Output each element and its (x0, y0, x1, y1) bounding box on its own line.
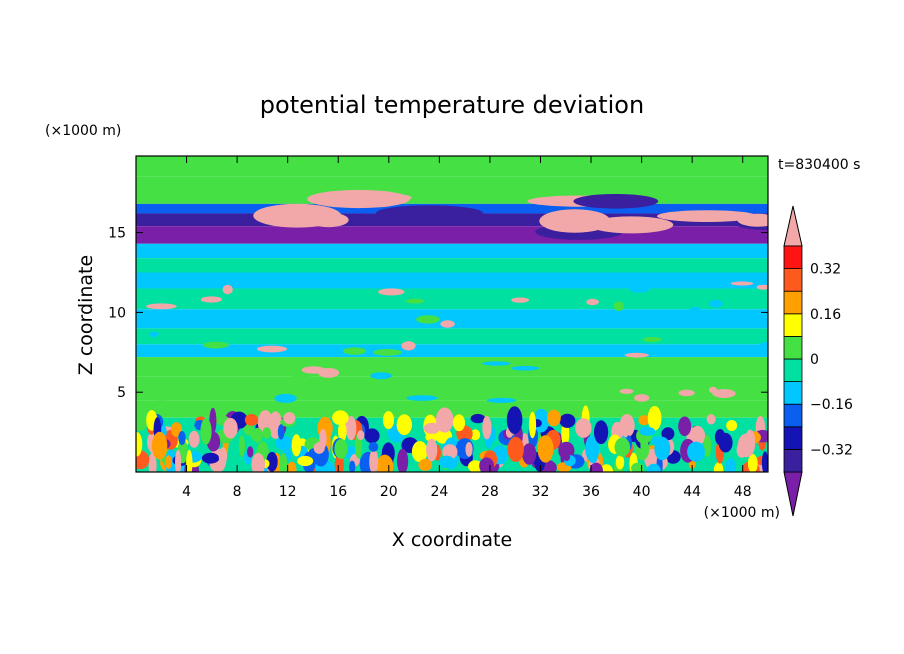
field-layer-band (136, 288, 768, 310)
x-tick-label: 32 (532, 484, 550, 500)
colorbar-extend-high (783, 205, 803, 247)
colorbar-swatch (783, 335, 803, 360)
colorbar-swatch (783, 403, 803, 428)
colorbar-tick-label: −0.16 (810, 397, 853, 413)
colorbar-swatch (783, 313, 803, 337)
x-tick-label: 8 (233, 484, 242, 500)
colorbar-swatch (783, 448, 803, 473)
z-tick-label: 10 (108, 305, 126, 321)
x-tick-label: 16 (329, 484, 347, 500)
x-tick-label: 24 (430, 484, 448, 500)
field-layer-band (136, 309, 768, 329)
colorbar: 0.32 0.16 0 −0.16 −0.32 (783, 205, 853, 517)
colorbar-swatch (783, 290, 803, 315)
colorbar-tick-label: 0.16 (810, 307, 841, 323)
field-layer-band (136, 272, 768, 289)
z-tick-label: 5 (117, 385, 126, 401)
x-tick-label: 28 (481, 484, 499, 500)
field-layer-band (136, 344, 768, 358)
x-tick-label: 12 (279, 484, 297, 500)
x-tick-label: 20 (380, 484, 398, 500)
z-tick-label: 15 (108, 226, 126, 242)
colorbar-tick-label: −0.32 (810, 442, 853, 458)
field-layer-band (136, 156, 768, 177)
x-tick-label: 4 (182, 484, 191, 500)
colorbar-swatch (783, 381, 803, 405)
temperature-field (136, 156, 768, 472)
x-tick-label: 36 (582, 484, 600, 500)
colorbar-tick-label: 0.32 (810, 262, 841, 278)
field-layer-band (136, 226, 768, 244)
x-tick-label: 40 (633, 484, 651, 500)
x-axis-ticks: 4 8 12 16 20 24 28 32 36 40 44 48 (182, 156, 752, 500)
plot-frame (135, 155, 769, 473)
colorbar-swatch (783, 358, 803, 383)
z-axis-ticks: 5 10 15 (108, 226, 768, 401)
x-tick-label: 44 (683, 484, 701, 500)
field-layer-band (136, 357, 768, 377)
field-layer-band (136, 243, 768, 259)
colorbar-tick-label: 0 (810, 352, 819, 368)
colorbar-swatch (783, 268, 803, 292)
x-tick-label: 48 (734, 484, 752, 500)
field-layer-band (136, 328, 768, 345)
colorbar-swatch (783, 426, 803, 450)
field-layer-band (136, 400, 768, 418)
field-layer-band (136, 258, 768, 273)
chart-title: potential temperature deviation (260, 91, 644, 119)
z-axis-label: Z coordinate (75, 255, 97, 375)
colorbar-swatch (783, 245, 803, 270)
time-label: t=830400 s (778, 157, 860, 173)
z-unit-label: (×1000 m) (45, 123, 121, 139)
x-unit-label: (×1000 m) (704, 505, 780, 521)
field-layer-band (136, 376, 768, 401)
colorbar-extend-low (783, 471, 803, 517)
x-axis-label: X coordinate (392, 529, 512, 551)
field-layer-band (136, 176, 768, 204)
